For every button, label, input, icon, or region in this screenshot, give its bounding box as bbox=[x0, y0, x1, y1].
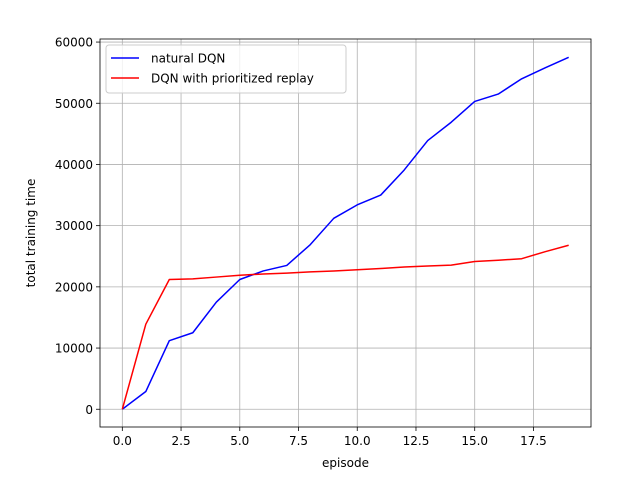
y-axis-label: total training time bbox=[24, 179, 38, 288]
x-tick-label: 12.5 bbox=[403, 434, 430, 448]
x-tick-label: 5.0 bbox=[230, 434, 249, 448]
legend-box bbox=[105, 44, 347, 94]
x-tick-label: 0.0 bbox=[113, 434, 132, 448]
grid bbox=[100, 39, 591, 427]
legend-label-natural-dqn: natural DQN bbox=[151, 52, 225, 66]
x-tick-label: 7.5 bbox=[289, 434, 308, 448]
x-tick-label: 15.0 bbox=[461, 434, 488, 448]
y-tick-label: 0 bbox=[85, 403, 93, 417]
series-line-0 bbox=[121, 56, 569, 410]
plot-area-frame bbox=[99, 38, 592, 428]
y-tick-label: 10000 bbox=[55, 342, 93, 356]
y-tick-label: 30000 bbox=[55, 219, 93, 233]
series-lines bbox=[121, 56, 569, 410]
x-tick-label: 2.5 bbox=[172, 434, 191, 448]
y-tick-label: 40000 bbox=[55, 158, 93, 172]
y-tick-label: 60000 bbox=[55, 36, 93, 50]
legend: natural DQN DQN with prioritized replay bbox=[105, 44, 347, 94]
x-tick-label: 10.0 bbox=[344, 434, 371, 448]
x-axis-ticks: 0.0 2.5 5.0 7.5 10.0 12.5 15.0 17.5 bbox=[113, 427, 547, 448]
x-axis-label: episode bbox=[322, 456, 369, 470]
legend-label-prioritized-replay: DQN with prioritized replay bbox=[151, 72, 314, 86]
x-tick-label: 17.5 bbox=[520, 434, 547, 448]
series-line-1 bbox=[121, 244, 569, 410]
y-axis-ticks: 0 10000 20000 30000 40000 50000 60000 bbox=[55, 36, 100, 417]
y-tick-label: 50000 bbox=[55, 97, 93, 111]
y-tick-label: 20000 bbox=[55, 280, 93, 294]
